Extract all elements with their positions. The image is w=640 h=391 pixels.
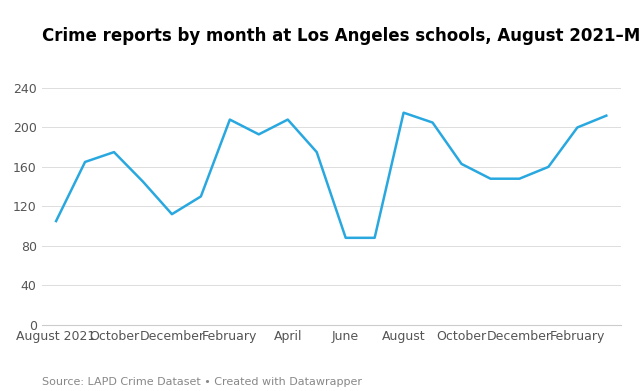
Text: Crime reports by month at Los Angeles schools, August 2021–March 2023: Crime reports by month at Los Angeles sc… <box>42 27 640 45</box>
Text: Source: LAPD Crime Dataset • Created with Datawrapper: Source: LAPD Crime Dataset • Created wit… <box>42 377 362 387</box>
